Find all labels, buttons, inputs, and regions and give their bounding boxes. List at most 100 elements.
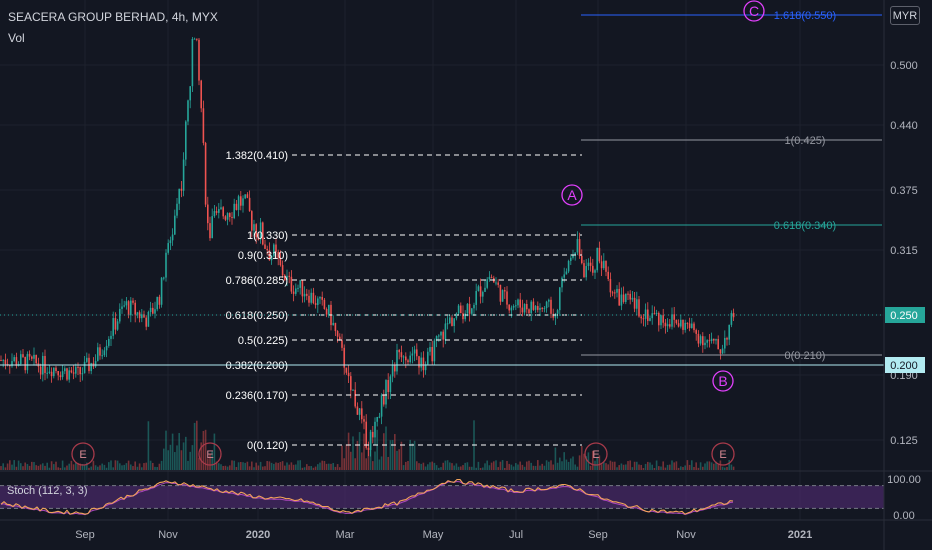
volume-bar <box>220 464 222 470</box>
candle-body <box>363 419 365 422</box>
volume-bar <box>519 461 521 470</box>
candle-body <box>347 372 350 377</box>
candle-body <box>394 365 396 372</box>
volume-bar <box>429 462 431 470</box>
volume-bar <box>299 460 301 470</box>
candle-body <box>398 349 400 353</box>
volume-bar <box>37 465 40 470</box>
candle-body <box>242 198 244 206</box>
candle-body <box>77 366 79 368</box>
volume-bar <box>343 458 345 470</box>
candle-body <box>279 257 282 266</box>
volume-bar <box>422 462 425 470</box>
candle-body <box>543 308 546 310</box>
fib-extension-label: 0.618(0.340) <box>774 220 836 232</box>
volume-bar <box>653 467 656 470</box>
volume-bar <box>226 466 229 470</box>
candle-body <box>396 349 398 372</box>
candle-body <box>391 365 394 377</box>
currency-button[interactable]: MYR <box>890 6 920 25</box>
candle-body <box>292 291 295 294</box>
volume-bar <box>446 460 449 470</box>
volume-bar <box>449 462 451 470</box>
volume-bar <box>213 433 216 470</box>
candle-body <box>695 330 697 334</box>
earnings-marker[interactable] <box>584 442 608 466</box>
candle-body <box>13 357 15 362</box>
candle-body <box>572 254 574 258</box>
candle-body <box>317 298 319 305</box>
earnings-marker[interactable] <box>71 442 95 466</box>
candle-body <box>130 300 132 316</box>
volume-bar <box>618 465 620 470</box>
candle-body <box>158 296 161 305</box>
volume-bar <box>512 466 515 470</box>
volume-bar <box>532 465 535 470</box>
volume-bar <box>178 433 180 470</box>
volume-bar <box>420 463 422 470</box>
candle-body <box>719 349 722 354</box>
volume-bar <box>275 462 277 470</box>
candle-body <box>257 237 260 240</box>
candle-body <box>530 301 532 314</box>
volume-bar <box>389 440 392 470</box>
volume-bar <box>356 440 359 470</box>
volume-bar <box>372 461 374 470</box>
candle-body <box>233 203 235 218</box>
candle-body <box>341 340 343 348</box>
volume-bar <box>400 441 403 470</box>
candle-body <box>211 216 213 239</box>
volume-bar <box>605 463 607 470</box>
candle-body <box>273 244 275 256</box>
volume-bar <box>534 465 537 470</box>
candle-body <box>176 203 178 216</box>
candle-body <box>323 299 326 309</box>
candle-body <box>596 247 598 271</box>
earnings-marker[interactable] <box>198 442 222 466</box>
volume-bar <box>592 450 594 470</box>
candle-body <box>286 275 288 281</box>
candle-body <box>435 336 438 341</box>
candle-body <box>180 188 183 191</box>
candle-body <box>603 260 605 269</box>
earnings-marker[interactable] <box>711 442 735 466</box>
volume-bar <box>365 458 367 470</box>
candle-body <box>592 265 594 273</box>
candle-body <box>237 196 240 210</box>
volume-bar <box>585 456 587 470</box>
volume-bar <box>493 461 495 470</box>
candle-body <box>369 431 372 451</box>
candle-body <box>185 121 187 160</box>
candle-body <box>28 353 31 357</box>
candle-body <box>94 360 97 367</box>
volume-bar <box>732 466 735 470</box>
candle-body <box>160 277 163 305</box>
candle-body <box>405 356 407 361</box>
volume-bar <box>141 467 143 470</box>
candle-body <box>611 292 614 294</box>
volume-bar <box>475 467 477 470</box>
candle-body <box>581 255 583 264</box>
volume-bar <box>537 460 539 470</box>
candle-body <box>314 303 317 305</box>
candle-body <box>57 371 59 376</box>
candle-body <box>732 312 735 318</box>
candle-body <box>554 313 557 318</box>
volume-bar <box>119 463 121 470</box>
candle-body <box>389 376 392 392</box>
candle-body <box>145 317 147 327</box>
volume-bar <box>638 464 640 470</box>
volume-bar <box>39 464 42 470</box>
candle-body <box>103 350 106 356</box>
volume-bar <box>352 436 354 470</box>
volume-bar <box>262 466 264 470</box>
volume-bar <box>706 461 708 470</box>
volume-bar <box>675 461 678 470</box>
candle-body <box>222 207 224 217</box>
candle-body <box>649 318 651 321</box>
volume-bar <box>440 467 442 470</box>
candle-body <box>407 360 409 363</box>
volume-bar <box>143 463 145 470</box>
